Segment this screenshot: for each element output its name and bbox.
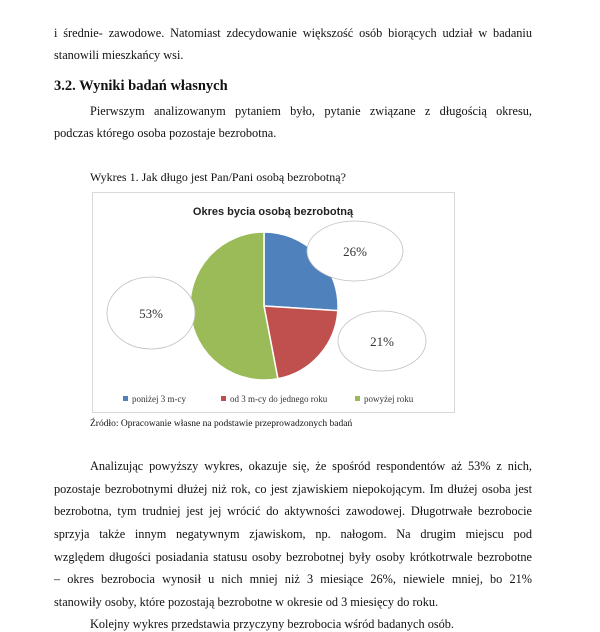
data-label: 26% bbox=[343, 244, 367, 259]
text-line: stanowiły osoby, które pozostają bezrobo… bbox=[54, 595, 439, 609]
legend-label: od 3 m-cy do jednego roku bbox=[230, 394, 328, 404]
section-heading: 3.2. Wyniki badań własnych bbox=[54, 78, 228, 94]
legend-label: poniżej 3 m-cy bbox=[132, 394, 186, 404]
figure-caption: Wykres 1. Jak długo jest Pan/Pani osobą … bbox=[90, 170, 346, 184]
legend-marker bbox=[221, 396, 226, 401]
text-line: Kolejny wykres przedstawia przyczyny bez… bbox=[90, 617, 455, 631]
figure-source: Źródło: Opracowanie własne na podstawie … bbox=[90, 419, 353, 429]
text-line: podczas którego osoba pozostaje bezrobot… bbox=[54, 126, 277, 140]
text-line: stanowili mieszkańcy wsi. bbox=[54, 48, 184, 62]
data-label-callout bbox=[106, 276, 196, 350]
text-line: względem długości posiadania statusu oso… bbox=[54, 550, 532, 564]
text-line: i średnie- zawodowe. Natomiast zdecydowa… bbox=[54, 26, 532, 40]
pie-chart-svg: Okres bycia osobą bezrobotną 26% 21% 53% po… bbox=[106, 206, 427, 404]
data-label: 21% bbox=[370, 334, 394, 349]
text-line: pozostaje bezrobotnymi dłużej niż rok, c… bbox=[54, 482, 532, 496]
text-line: – okres bezrobocia wynosił u nich mniej … bbox=[54, 572, 532, 586]
text-line: Pierwszym analizowanym pytaniem było, py… bbox=[90, 104, 532, 118]
text-line: sprzyja także innym negatywnym zjawiskom… bbox=[54, 527, 532, 541]
legend-marker bbox=[123, 396, 128, 401]
pie-slice bbox=[263, 305, 339, 380]
legend-marker bbox=[355, 396, 360, 401]
chart-title: Okres bycia osobą bezrobotną bbox=[193, 206, 354, 218]
data-label-callout bbox=[306, 220, 404, 282]
data-label-callout bbox=[337, 310, 427, 372]
pie-chart: Okres bycia osobą bezrobotną 26% 21% 53% po… bbox=[92, 192, 455, 413]
legend-label: powyżej roku bbox=[364, 394, 414, 404]
text-line: bezrobotna, tym trudniej jest jej wrócić… bbox=[54, 504, 532, 518]
data-label: 53% bbox=[139, 306, 163, 321]
text-line: Analizując powyższy wykres, okazuje się,… bbox=[90, 459, 532, 473]
pie-slice bbox=[189, 231, 279, 381]
